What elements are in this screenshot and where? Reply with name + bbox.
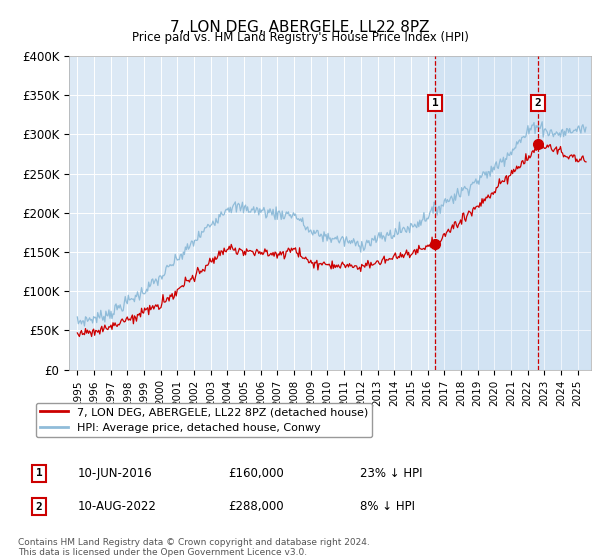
Text: 8% ↓ HPI: 8% ↓ HPI [360,500,415,514]
Text: 10-AUG-2022: 10-AUG-2022 [78,500,157,514]
Text: £160,000: £160,000 [228,466,284,480]
Text: 10-JUN-2016: 10-JUN-2016 [78,466,153,480]
Text: 23% ↓ HPI: 23% ↓ HPI [360,466,422,480]
Text: Price paid vs. HM Land Registry's House Price Index (HPI): Price paid vs. HM Land Registry's House … [131,31,469,44]
Legend: 7, LON DEG, ABERGELE, LL22 8PZ (detached house), HPI: Average price, detached ho: 7, LON DEG, ABERGELE, LL22 8PZ (detached… [35,403,373,437]
Text: 2: 2 [535,98,541,108]
Text: Contains HM Land Registry data © Crown copyright and database right 2024.
This d: Contains HM Land Registry data © Crown c… [18,538,370,557]
Text: 1: 1 [35,468,43,478]
Text: £288,000: £288,000 [228,500,284,514]
Text: 2: 2 [35,502,43,512]
Text: 1: 1 [431,98,438,108]
Bar [435,56,591,370]
Text: 7, LON DEG, ABERGELE, LL22 8PZ: 7, LON DEG, ABERGELE, LL22 8PZ [170,20,430,35]
